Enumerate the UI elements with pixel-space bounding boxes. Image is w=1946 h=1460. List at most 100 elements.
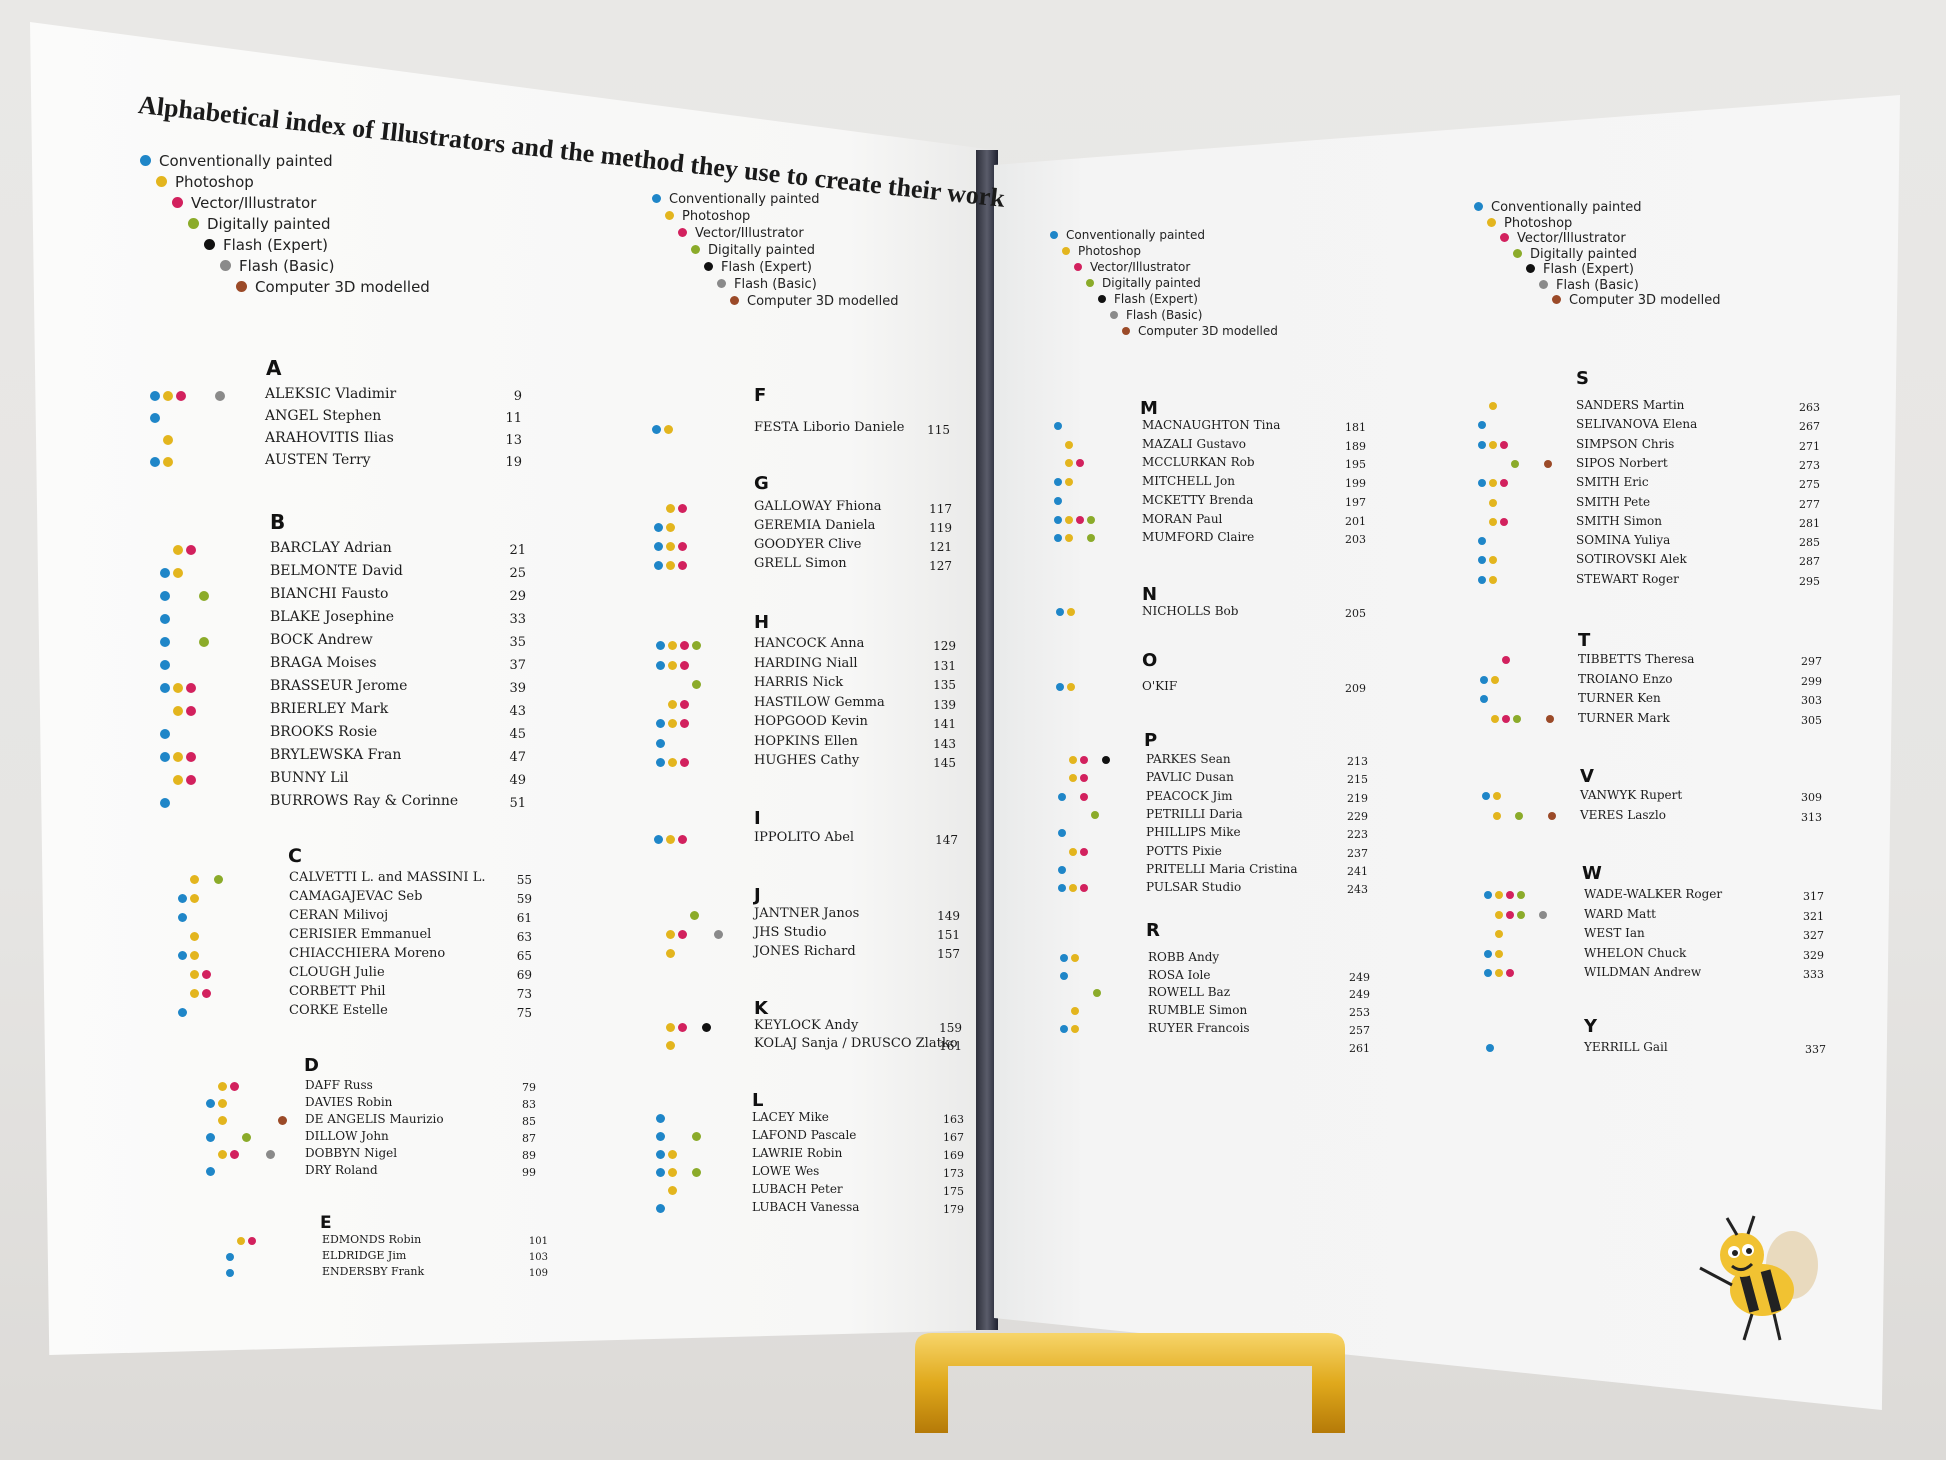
- method-dot-icon: [668, 699, 677, 709]
- illustrator-name: VERES Laszlo: [1580, 807, 1666, 822]
- page-number: 35: [509, 635, 526, 650]
- legend-item: Flash (Expert): [1098, 292, 1198, 306]
- page-number: 257: [1349, 1023, 1370, 1037]
- illustrator-name: RUMBLE Simon: [1148, 1003, 1248, 1018]
- method-dot-icon: [1546, 714, 1554, 723]
- method-dot-icon: [206, 1133, 215, 1142]
- method-dot-icon: [1478, 537, 1486, 546]
- illustrator-name: RUYER Francois: [1148, 1020, 1250, 1035]
- illustrator-name: SIMPSON Chris: [1576, 436, 1675, 451]
- legend-item: Computer 3D modelled: [1122, 324, 1278, 338]
- illustrator-name: SIPOS Norbert: [1576, 455, 1668, 470]
- page-number: 119: [929, 521, 952, 535]
- illustrator-name: HARRIS Nick: [754, 675, 844, 690]
- illustrator-name: LUBACH Peter: [752, 1182, 843, 1196]
- legend-dot-icon: [1526, 264, 1535, 273]
- method-dot-icon: [1489, 556, 1497, 565]
- method-dot-icon: [218, 1116, 227, 1125]
- method-dot-icon: [1080, 847, 1088, 856]
- page-number: 63: [516, 930, 532, 944]
- method-dot-icon: [266, 1150, 275, 1159]
- method-dot-icon: [1478, 479, 1486, 488]
- method-dot-icon: [666, 930, 675, 939]
- method-dot-icon: [163, 435, 173, 445]
- method-dot-icon: [666, 504, 675, 513]
- legend-dot-icon: [1062, 247, 1070, 255]
- method-dot-icon: [1080, 756, 1088, 764]
- legend-item: Computer 3D modelled: [236, 278, 430, 296]
- legend-label: Digitally painted: [708, 243, 816, 258]
- method-dot-icon: [1071, 1007, 1079, 1016]
- method-dot-icon: [190, 989, 199, 998]
- method-dot-icon: [202, 970, 211, 979]
- method-dot-icon: [206, 1099, 215, 1108]
- page-number: 131: [933, 658, 956, 673]
- illustrator-name: WILDMAN Andrew: [1584, 965, 1702, 979]
- section-letter: F: [754, 385, 767, 406]
- legend-label: Flash (Expert): [1543, 262, 1634, 277]
- method-dot-icon: [1069, 884, 1077, 893]
- method-dot-icon: [186, 775, 196, 785]
- legend-item: Flash (Basic): [1539, 278, 1639, 293]
- illustrator-name: DOBBYN Nigel: [305, 1146, 398, 1160]
- legend-item: Conventionally painted: [1050, 228, 1205, 242]
- legend-label: Vector/Illustrator: [1517, 231, 1626, 246]
- method-dot-icon: [1489, 575, 1497, 584]
- method-dot-icon: [1495, 949, 1503, 958]
- section-letter: S: [1576, 368, 1589, 389]
- illustrator-name: SMITH Pete: [1576, 494, 1651, 509]
- method-dot-icon: [178, 951, 187, 960]
- method-dot-icon: [1480, 675, 1488, 684]
- method-dot-icon: [1482, 792, 1490, 800]
- page-number: 59: [516, 892, 532, 906]
- page-number: 117: [929, 502, 952, 516]
- illustrator-name: MCKETTY Brenda: [1142, 492, 1254, 507]
- legend-label: Flash (Basic): [1556, 277, 1639, 293]
- method-dot-icon: [1087, 534, 1095, 543]
- page-number: 121: [929, 540, 952, 554]
- method-dot-icon: [692, 1132, 701, 1141]
- page-number: 313: [1801, 810, 1822, 824]
- illustrator-name: HOPGOOD Kevin: [754, 714, 868, 729]
- legend-label: Flash (Basic): [1126, 308, 1203, 322]
- section-letter: L: [752, 1090, 764, 1111]
- illustrator-name: PEACOCK Jim: [1146, 788, 1233, 803]
- method-dot-icon: [656, 1132, 665, 1141]
- illustrator-name: PHILLIPS Mike: [1146, 825, 1241, 840]
- page-number: 195: [1345, 458, 1366, 472]
- page-number: 51: [509, 796, 526, 811]
- page-number: 179: [943, 1203, 964, 1216]
- illustrator-name: BRYLEWSKA Fran: [270, 747, 402, 763]
- illustrator-name: CORKE Estelle: [289, 1003, 388, 1018]
- legend-dot-icon: [704, 262, 713, 271]
- method-dot-icon: [680, 699, 689, 709]
- method-dot-icon: [1060, 971, 1068, 980]
- page-number: 295: [1799, 574, 1820, 588]
- illustrator-name: BARCLAY Adrian: [270, 540, 392, 556]
- legend-label: Digitally painted: [1102, 276, 1201, 290]
- legend-label: Conventionally painted: [1491, 200, 1642, 215]
- method-dot-icon: [678, 561, 687, 570]
- legend-label: Conventionally painted: [1066, 228, 1205, 242]
- illustrator-name: MITCHELL Jon: [1142, 474, 1235, 489]
- illustrator-name: PETRILLI Daria: [1146, 806, 1243, 821]
- method-dot-icon: [218, 1099, 227, 1108]
- page-number: 273: [1799, 458, 1820, 472]
- legend-dot-icon: [140, 155, 151, 166]
- method-dot-icon: [190, 970, 199, 979]
- legend-label: Computer 3D modelled: [1138, 324, 1278, 338]
- legend-dot-icon: [1487, 217, 1496, 227]
- method-dot-icon: [218, 1150, 227, 1159]
- illustrator-name: MORAN Paul: [1142, 511, 1223, 526]
- page-number: 203: [1345, 533, 1366, 547]
- illustrator-name: LUBACH Vanessa: [752, 1200, 860, 1214]
- page-number: 241: [1347, 864, 1368, 878]
- illustrator-name: PULSAR Studio: [1146, 880, 1242, 895]
- legend-item: Vector/Illustrator: [1500, 231, 1626, 246]
- legend-item: Flash (Basic): [1110, 308, 1202, 322]
- page-number: 213: [1347, 755, 1368, 768]
- section-letter: A: [266, 356, 282, 380]
- legend-label: Flash (Basic): [734, 277, 817, 292]
- page-number: 33: [509, 612, 526, 627]
- page-number: 333: [1803, 968, 1824, 981]
